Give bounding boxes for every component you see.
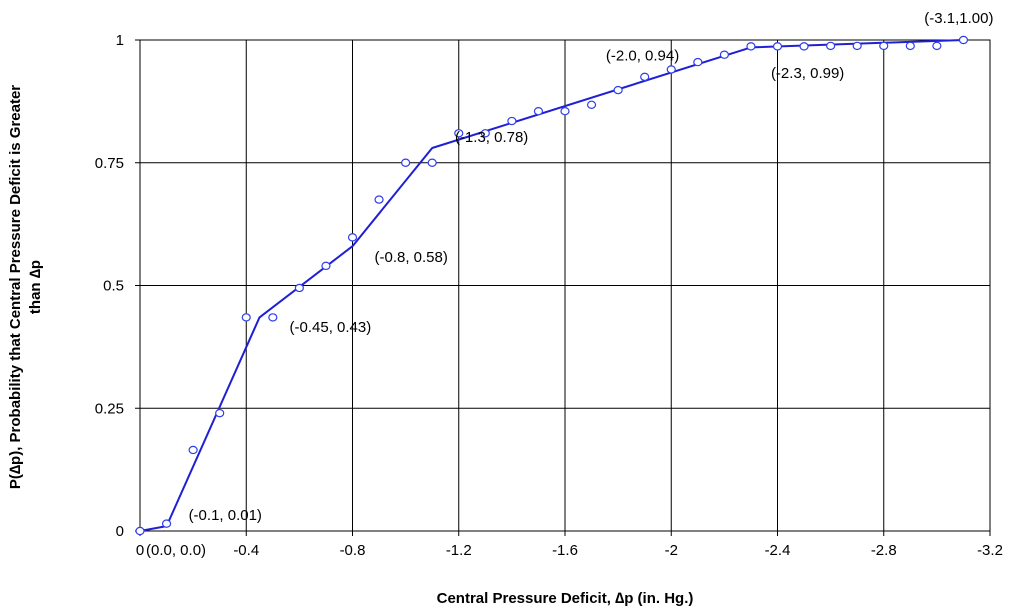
y-axis-title-line2: than ∆p [27,260,44,314]
data-point [560,106,570,116]
x-tick-label: -3.2 [977,542,1003,559]
data-point [507,116,517,126]
point-annotation: (-0.1, 0.01) [189,507,262,524]
data-point [241,313,251,322]
y-tick-label: 0 [116,523,124,540]
data-point [826,41,836,51]
axis-ticks: 0 -0.4 -0.8 -1.2 -1.6 -2 -2.4 -2.8 -3.2 0 0.25 0.5 0… [95,32,1003,559]
data-point [613,85,623,95]
data-point [321,261,331,271]
y-tick-label: 0.25 [95,400,124,417]
data-point [640,72,650,82]
point-annotation: (-1.3, 0.78) [455,129,528,146]
data-point [799,42,809,51]
data-point [427,158,437,167]
data-point [347,233,358,242]
data-point [879,41,889,51]
point-annotation: (-3.1,1.00) [924,10,993,27]
data-markers [135,35,969,536]
point-annotation: (-0.45, 0.43) [290,319,372,336]
x-tick-label: -2 [665,542,678,559]
x-tick-label: -1.2 [446,542,472,559]
point-annotation: (-2.3, 0.99) [771,65,844,82]
data-point [480,129,490,138]
point-annotation: (0.0, 0.0) [146,542,206,559]
data-point [533,106,544,116]
x-tick-label: -0.8 [340,542,366,559]
data-point [268,313,278,322]
data-point [693,57,703,67]
data-point [215,408,225,418]
data-point [454,129,464,138]
data-point [932,41,942,51]
x-tick-label: 0 [136,542,144,559]
x-tick-label: -1.6 [552,542,578,559]
x-axis-title: Central Pressure Deficit, ∆p (in. Hg.) [437,590,694,607]
point-annotation: (-2.0, 0.94) [606,47,679,64]
data-point [294,283,304,293]
data-point [374,195,384,204]
x-tick-label: -2.4 [765,542,791,559]
data-point [852,41,862,51]
y-tick-label: 0.75 [95,155,124,172]
data-point [188,445,198,455]
data-point [666,65,676,74]
y-tick-label: 1 [116,32,124,49]
data-point [746,42,756,51]
point-annotation: (-0.8, 0.58) [375,249,448,266]
data-point [719,50,729,59]
data-point [586,100,597,110]
point-annotations: (0.0, 0.0) (-0.1, 0.01) (-0.45, 0.43) (-0.8… [146,10,993,559]
y-axis-title-line1: P(∆p), Probability that Central Pressure… [7,85,24,489]
x-tick-label: -2.8 [871,542,897,559]
data-point [958,35,969,45]
data-point [905,41,915,51]
data-point [772,42,783,51]
data-point [161,519,172,528]
y-tick-label: 0.5 [103,278,124,295]
data-point [135,526,145,536]
data-point [401,158,411,167]
x-tick-label: -0.4 [233,542,259,559]
